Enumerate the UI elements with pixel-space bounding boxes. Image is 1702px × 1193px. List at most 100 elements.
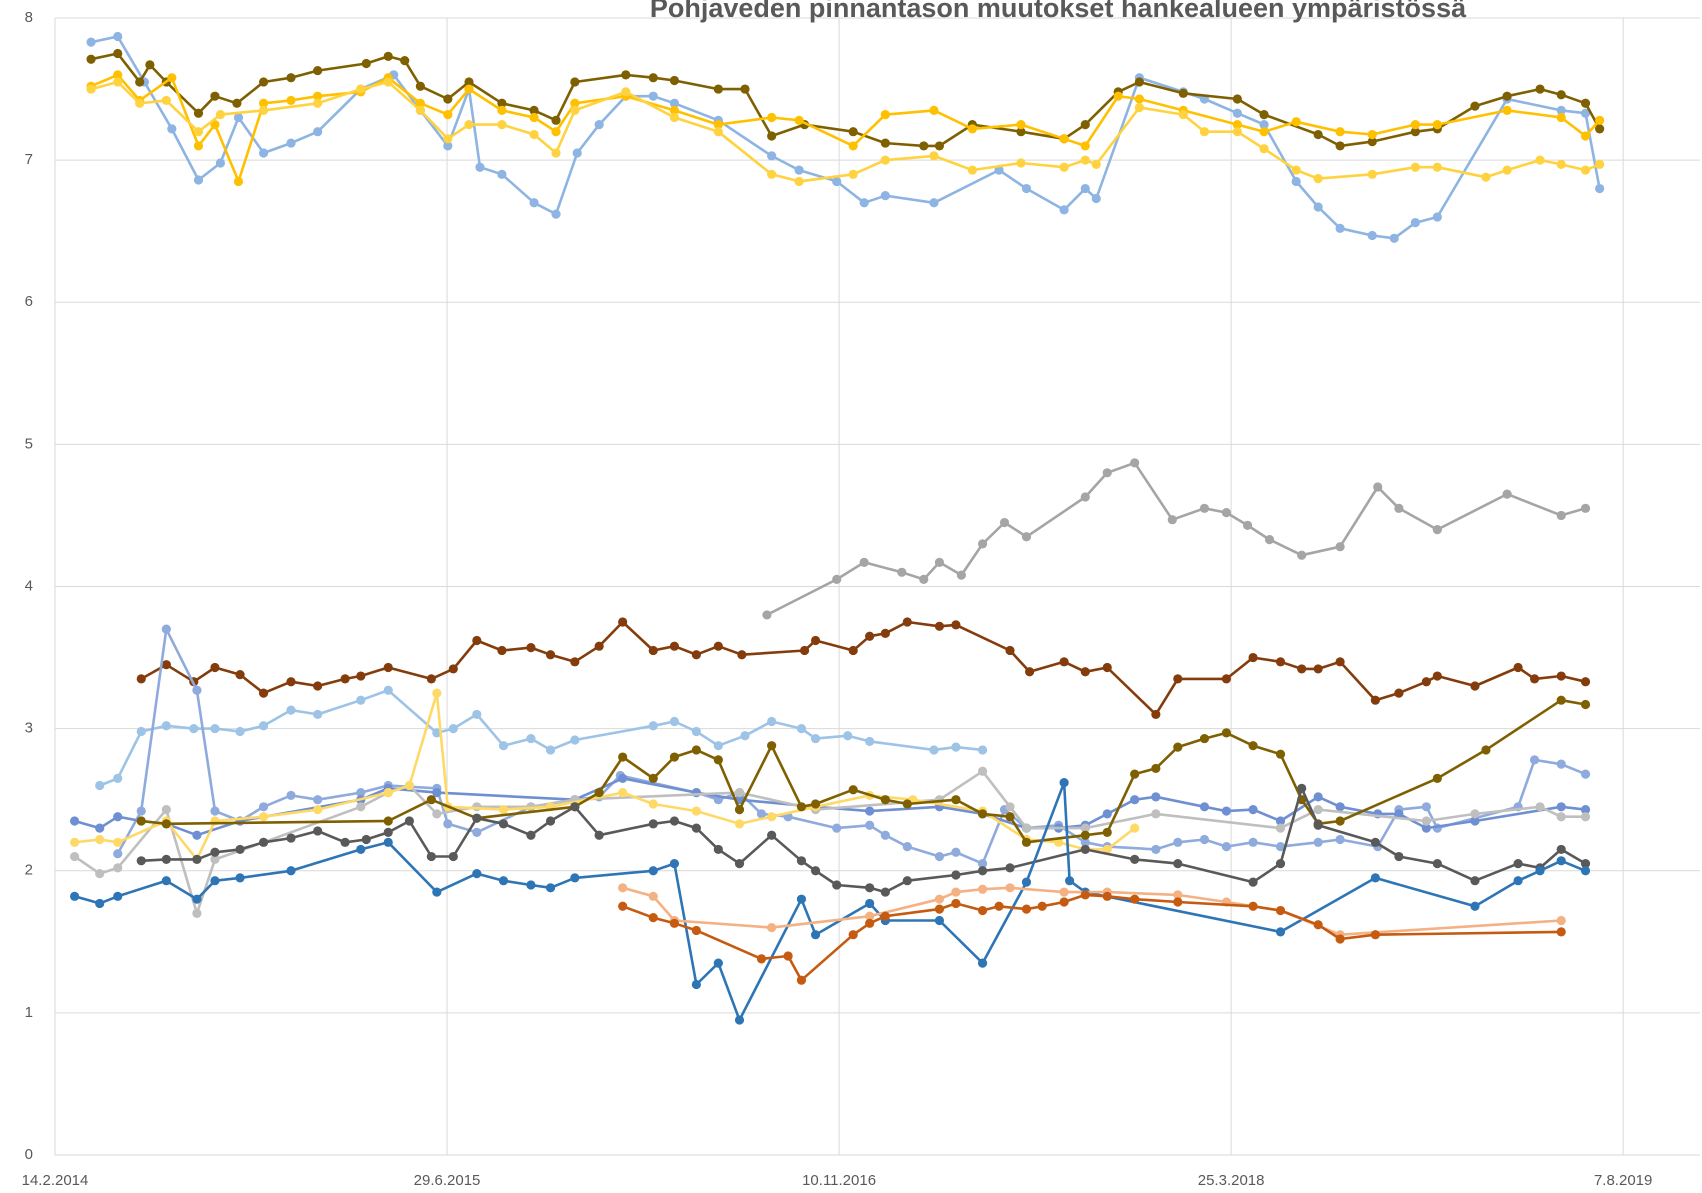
data-point	[192, 894, 202, 904]
data-point	[1335, 834, 1345, 845]
data-point	[691, 925, 701, 936]
data-point	[880, 191, 890, 201]
data-point	[383, 827, 393, 837]
data-point	[977, 884, 988, 894]
data-point	[977, 905, 988, 916]
data-point	[1335, 802, 1345, 812]
data-point	[1513, 662, 1523, 673]
data-point	[313, 826, 323, 836]
data-point	[859, 198, 869, 208]
data-point	[734, 1015, 745, 1025]
data-point	[526, 733, 536, 744]
data-point	[1173, 890, 1183, 900]
data-point	[361, 58, 371, 69]
data-point	[1580, 108, 1591, 118]
data-point	[794, 176, 804, 187]
y-tick-label: 3	[25, 720, 33, 737]
data-point	[1130, 795, 1140, 805]
data-point	[570, 657, 580, 667]
data-point	[1481, 745, 1491, 755]
series-line	[116, 627, 1586, 865]
data-point	[767, 151, 777, 161]
data-point	[1421, 816, 1431, 826]
data-point	[1335, 657, 1345, 667]
data-point	[545, 650, 556, 660]
data-point	[1178, 88, 1188, 98]
data-point	[498, 741, 509, 751]
data-point	[70, 851, 80, 862]
data-point	[1595, 115, 1605, 125]
data-point	[1151, 792, 1161, 802]
data-point	[919, 574, 929, 584]
data-point	[799, 645, 810, 656]
data-point	[1016, 127, 1026, 137]
data-point	[740, 84, 750, 94]
data-point	[1080, 830, 1090, 840]
data-point	[1556, 105, 1566, 115]
data-point	[551, 115, 561, 125]
data-point	[669, 112, 680, 123]
data-point	[551, 148, 561, 158]
data-point	[1556, 510, 1566, 521]
data-point	[113, 812, 123, 822]
data-point	[1221, 806, 1232, 816]
data-point	[618, 617, 628, 627]
data-point	[1556, 671, 1566, 681]
data-point	[618, 883, 628, 893]
data-point	[1059, 205, 1069, 215]
data-point	[1199, 127, 1210, 137]
data-point	[472, 635, 482, 646]
data-point	[977, 866, 988, 876]
data-point	[1291, 165, 1301, 175]
data-point	[669, 75, 680, 86]
data-point	[113, 863, 123, 873]
data-point	[977, 539, 988, 549]
data-point	[648, 819, 658, 829]
data-point	[880, 887, 890, 897]
data-point	[994, 901, 1004, 911]
data-point	[1080, 141, 1090, 151]
data-point	[865, 806, 875, 816]
data-point	[1005, 883, 1015, 893]
data-point	[356, 695, 366, 705]
data-point	[669, 816, 680, 826]
data-point	[258, 98, 269, 108]
data-point	[400, 56, 410, 66]
data-point	[621, 87, 631, 97]
data-point	[1102, 827, 1112, 837]
data-point	[426, 851, 436, 862]
series-line	[141, 698, 1586, 844]
data-point	[498, 876, 509, 886]
data-point	[472, 827, 482, 837]
data-point	[713, 958, 723, 968]
data-point	[1595, 183, 1605, 194]
data-point	[161, 624, 171, 634]
data-point	[1556, 915, 1566, 926]
data-point	[1259, 144, 1269, 154]
data-point	[767, 830, 777, 840]
y-tick-label: 0	[25, 1146, 33, 1163]
data-point	[545, 745, 556, 755]
data-point	[570, 105, 580, 115]
data-point	[1535, 866, 1545, 876]
data-point	[443, 141, 453, 151]
data-point	[1059, 134, 1069, 144]
data-point	[70, 891, 80, 901]
data-point	[1242, 520, 1253, 530]
data-point	[1580, 699, 1591, 710]
data-point	[1054, 837, 1064, 847]
data-point	[95, 868, 105, 879]
data-point	[383, 837, 393, 847]
data-point	[161, 95, 171, 106]
data-point	[810, 930, 821, 940]
data-point	[1421, 802, 1431, 812]
data-point	[1394, 809, 1404, 819]
data-point	[783, 951, 793, 961]
data-point	[258, 148, 269, 158]
data-point	[313, 681, 323, 691]
y-tick-label: 1	[25, 1004, 33, 1021]
data-point	[258, 721, 269, 731]
data-point	[1410, 119, 1420, 130]
data-point	[1470, 809, 1480, 819]
x-tick-label: 29.6.2015	[414, 1172, 481, 1189]
